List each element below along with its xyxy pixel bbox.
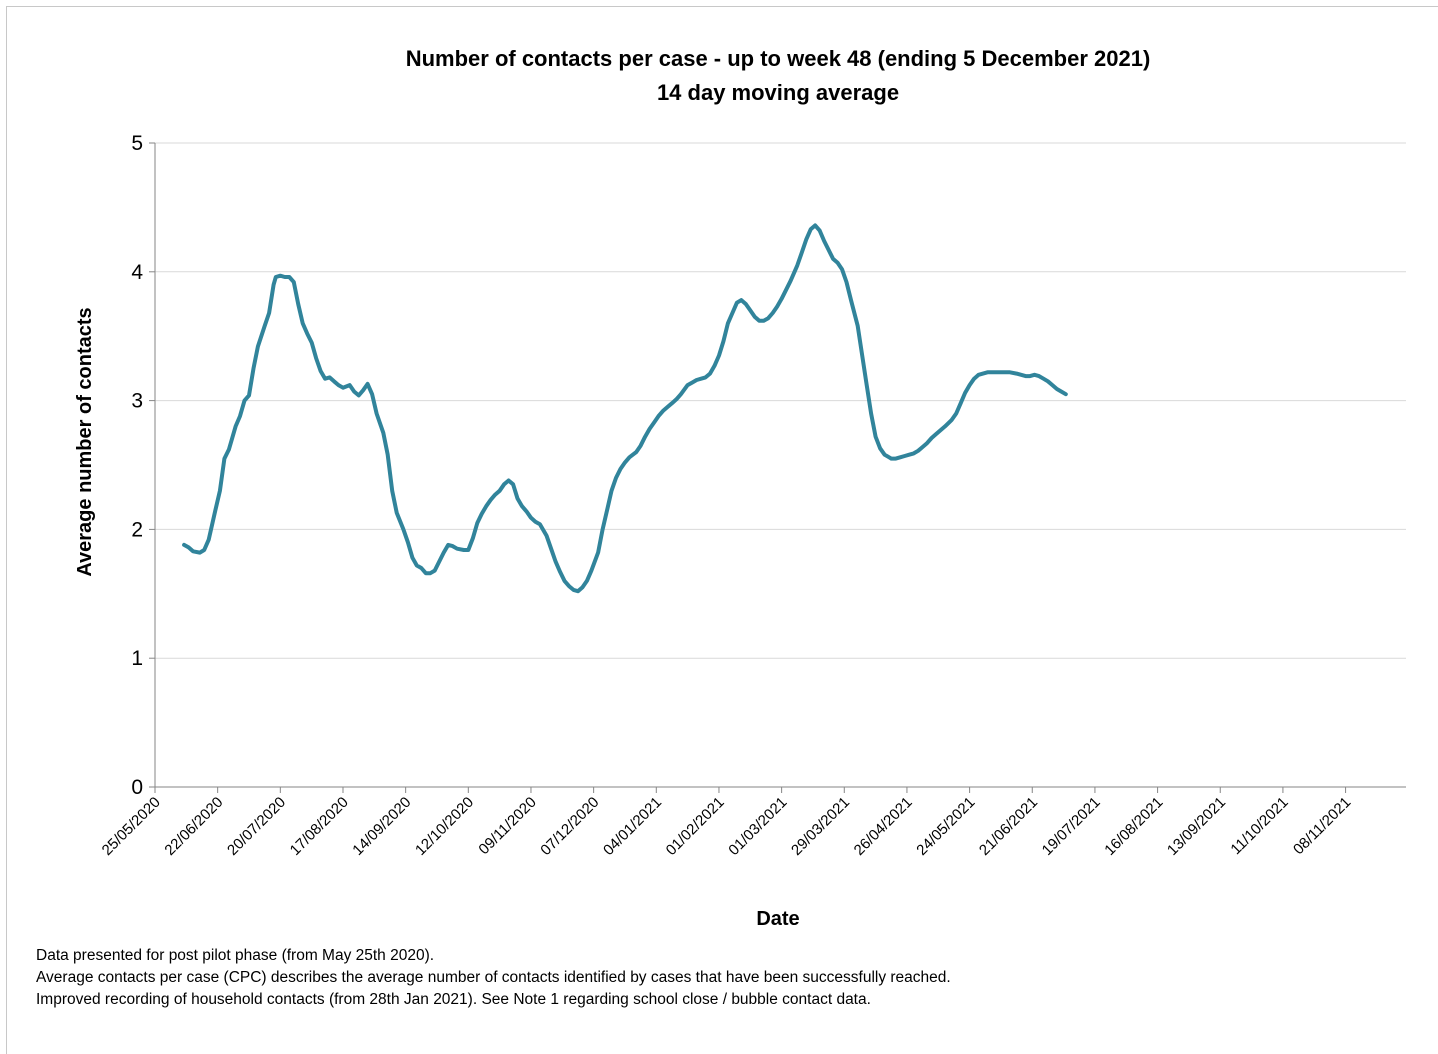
x-tick-label: 01/02/2021: [663, 794, 728, 859]
x-tick-label: 16/08/2021: [1101, 794, 1166, 859]
x-tick-labels: 25/05/202022/06/202020/07/202017/08/2020…: [99, 794, 1355, 859]
x-tick-label: 20/07/2020: [224, 794, 289, 859]
y-tick-label: 4: [131, 261, 143, 284]
footnote-1: Data presented for post pilot phase (fro…: [36, 947, 435, 964]
footnote-3: Improved recording of household contacts…: [36, 991, 871, 1008]
x-tick-label: 17/08/2020: [287, 794, 352, 859]
axes: [149, 142, 1406, 793]
x-tick-label: 22/06/2020: [161, 794, 226, 859]
x-tick-label: 29/03/2021: [788, 794, 853, 859]
x-tick-label: 09/11/2020: [475, 794, 539, 858]
y-tick-labels: 0 1 2 3 4 5: [131, 132, 143, 799]
x-tick-label: 12/10/2020: [412, 794, 477, 859]
y-tick-label: 5: [131, 132, 143, 155]
x-tick-label: 24/05/2021: [913, 794, 978, 859]
x-tick-label: 04/01/2021: [600, 794, 665, 859]
series-layer: [182, 223, 1068, 594]
y-tick-label: 0: [131, 776, 143, 799]
series-line: [182, 223, 1068, 594]
y-tick-label: 2: [131, 518, 143, 541]
x-tick-label: 07/12/2020: [537, 794, 602, 859]
chart-frame: [6, 6, 1438, 1054]
chart-title: Number of contacts per case - up to week…: [405, 46, 1151, 71]
x-tick-label: 11/10/2021: [1227, 794, 1291, 858]
y-tick-label: 3: [131, 390, 143, 413]
x-tick-label: 25/05/2020: [99, 794, 164, 859]
x-tick-label: 08/11/2021: [1290, 794, 1354, 858]
x-tick-label: 13/09/2021: [1164, 794, 1229, 859]
x-tick-label: 19/07/2021: [1039, 794, 1104, 859]
gridlines: [155, 142, 1406, 659]
y-tick-label: 1: [131, 647, 143, 670]
x-tick-label: 14/09/2020: [349, 794, 414, 859]
x-axis-label: Date: [756, 908, 800, 930]
x-tick-label: 26/04/2021: [851, 794, 916, 859]
y-axis-label: Average number of contacts: [74, 307, 96, 577]
x-tick-label: 21/06/2021: [976, 794, 1041, 859]
x-tick-label: 01/03/2021: [725, 794, 790, 859]
chart-subtitle: 14 day moving average: [656, 80, 900, 105]
footnote-2: Average contacts per case (CPC) describe…: [36, 969, 951, 986]
